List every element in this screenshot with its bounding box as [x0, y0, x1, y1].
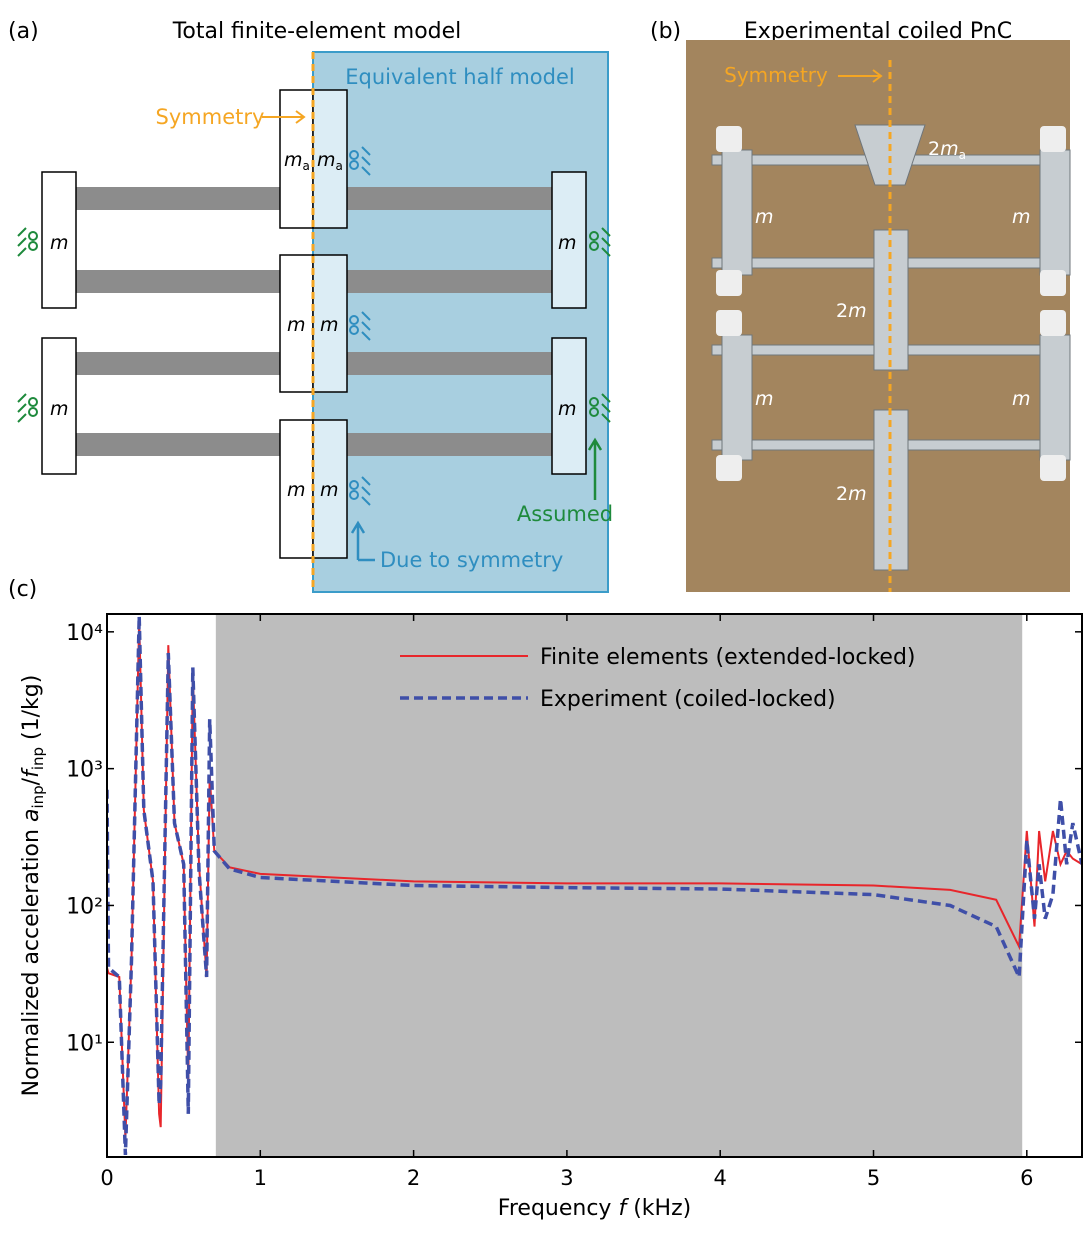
mass-label: m: [755, 206, 774, 228]
legend-label: Experiment (coiled-locked): [540, 687, 836, 712]
mass-label: m: [320, 314, 339, 336]
mass-label: 2m: [836, 483, 867, 505]
panel-tag: (b): [650, 19, 681, 44]
figure: (a) Total finite-element model Equivalen…: [0, 0, 1084, 1230]
label-part: (1/kg): [19, 675, 44, 747]
x-tick-label: 4: [714, 1166, 727, 1190]
panel-tag: (c): [8, 577, 37, 602]
label-part: Frequency: [498, 1196, 619, 1221]
y-tick-label: 10⁴: [66, 621, 103, 646]
y-tick-label: 10²: [66, 894, 103, 919]
mass-label: m: [320, 479, 339, 501]
y-tick-label: 10¹: [66, 1031, 103, 1056]
symmetry-label: Symmetry: [156, 105, 265, 129]
sub: a: [959, 148, 966, 162]
two: 2: [836, 300, 848, 322]
y-tick-label: 10³: [66, 758, 103, 783]
panel-c: (c) 0 1 2 3 4 5 6 10¹ 10² 10³ 10⁴ Frequency f (kHz)…: [8, 577, 1082, 1221]
mass-label: m: [287, 479, 306, 501]
x-tick-label: 2: [407, 1166, 420, 1190]
panel-b: (b) Experimental coiled PnC Symmetry 2ma…: [650, 19, 1070, 592]
symmetry-label: Symmetry: [724, 63, 828, 87]
x-tick-label: 3: [560, 1166, 573, 1190]
legend-label: Finite elements (extended-locked): [540, 645, 916, 670]
sub: a: [336, 159, 343, 173]
m: m: [317, 149, 336, 171]
mass-label: m: [755, 388, 774, 410]
mass-label: m: [50, 398, 69, 420]
label-part: (kHz): [626, 1196, 691, 1221]
x-tick-label: 0: [100, 1166, 113, 1190]
x-tick-label: 5: [867, 1166, 880, 1190]
due-label: Due to symmetry: [380, 548, 563, 572]
panel-a: (a) Total finite-element model Equivalen…: [8, 19, 613, 592]
x-tick-label: 6: [1020, 1166, 1033, 1190]
two: 2: [928, 138, 940, 160]
m: m: [848, 300, 867, 322]
mass-label: 2m: [836, 300, 867, 322]
m: m: [284, 149, 303, 171]
mass-label: m: [1012, 206, 1031, 228]
mass-label: m: [558, 398, 577, 420]
two: 2: [836, 483, 848, 505]
mass-label: m: [1012, 388, 1031, 410]
x-tick-label: 1: [254, 1166, 267, 1190]
y-axis-label: Normalized acceleration ainp/finp (1/kg): [19, 675, 47, 1097]
label-part: inp: [29, 785, 47, 808]
label-part: Normalized acceleration: [19, 822, 44, 1096]
label-part: a: [19, 809, 44, 822]
half-model-label: Equivalent half model: [345, 65, 574, 89]
sub: a: [303, 159, 310, 173]
label-part: inp: [29, 747, 47, 770]
mass-label: m: [50, 232, 69, 254]
m: m: [848, 483, 867, 505]
panel-title: Total finite-element model: [172, 19, 462, 44]
mass-label: m: [558, 232, 577, 254]
panel-tag: (a): [8, 19, 39, 44]
mass-label: m: [287, 314, 306, 336]
x-axis-label: Frequency f (kHz): [498, 1196, 691, 1221]
assumed-label: Assumed: [517, 502, 613, 526]
m: m: [940, 138, 959, 160]
